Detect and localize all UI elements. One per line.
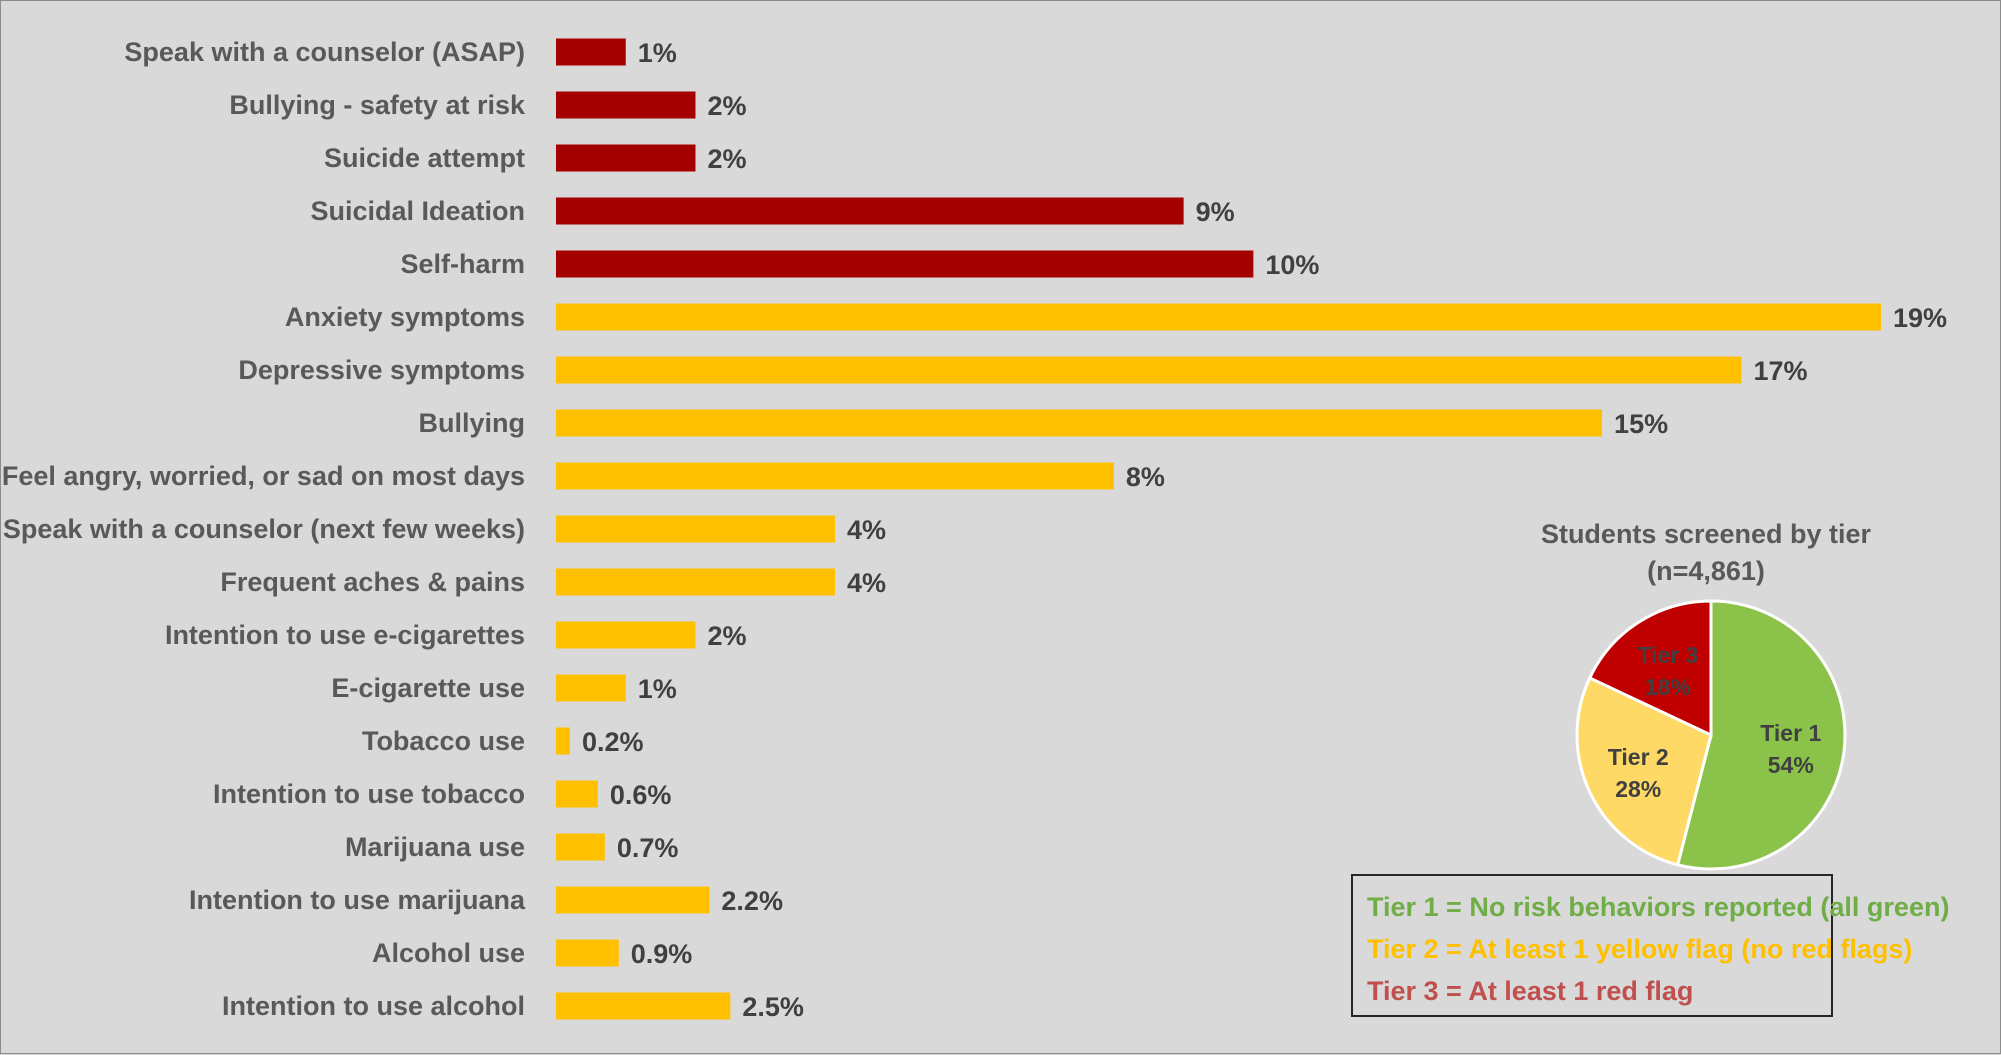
pie-slice-name: Tier 2: [1608, 744, 1669, 770]
pie-slice-name: Tier 1: [1760, 720, 1821, 746]
bar: [556, 727, 570, 755]
bar: [556, 144, 696, 172]
bar: [556, 356, 1742, 384]
bar-value-label: 2.5%: [742, 992, 804, 1022]
pie-slice-value: 54%: [1768, 752, 1814, 778]
bar-value-label: 19%: [1893, 303, 1947, 333]
category-label: Tobacco use: [362, 726, 525, 756]
pie-slice-name: Tier 3: [1637, 642, 1698, 668]
bar: [556, 939, 619, 967]
category-label: Self-harm: [400, 249, 525, 279]
legend-tier-1: Tier 1 = No risk behaviors reported (all…: [1367, 892, 1950, 922]
category-label: Speak with a counselor (next few weeks): [3, 514, 525, 544]
bar-value-label: 1%: [638, 674, 677, 704]
bar-value-label: 2%: [707, 91, 746, 121]
bar-value-label: 0.7%: [617, 833, 679, 863]
bar: [556, 38, 626, 66]
legend-tier-3: Tier 3 = At least 1 red flag: [1367, 976, 1694, 1006]
category-label: Feel angry, worried, or sad on most days: [2, 461, 525, 491]
bar-value-label: 10%: [1265, 250, 1319, 280]
pie-title-block: Students screened by tier (n=4,861): [1506, 516, 1906, 590]
pie-slice-value: 28%: [1615, 776, 1661, 802]
category-label: Intention to use marijuana: [189, 885, 526, 915]
bar: [556, 409, 1603, 437]
category-label: Intention to use alcohol: [222, 991, 525, 1021]
bar: [556, 197, 1184, 225]
category-label: Marijuana use: [345, 832, 525, 862]
bar-value-label: 2.2%: [721, 886, 783, 916]
bar: [556, 674, 626, 702]
bar-value-label: 9%: [1196, 197, 1235, 227]
bar: [556, 303, 1881, 331]
category-label: Intention to use e-cigarettes: [165, 620, 525, 650]
bar-value-label: 4%: [847, 515, 886, 545]
category-label: Suicide attempt: [324, 143, 525, 173]
pie-title: Students screened by tier: [1540, 519, 1872, 549]
pie-subtitle: (n=4,861): [1647, 556, 1765, 586]
category-label: Speak with a counselor (ASAP): [124, 37, 525, 67]
bar: [556, 780, 598, 808]
bar: [556, 568, 835, 596]
legend-tier-2: Tier 2 = At least 1 yellow flag (no red …: [1367, 934, 1913, 964]
bar: [556, 462, 1114, 490]
category-label: Alcohol use: [372, 938, 525, 968]
pie-slice: [1587, 599, 1713, 738]
bar-value-label: 4%: [847, 568, 886, 598]
pie-slice-value: 18%: [1645, 674, 1691, 700]
category-label: E-cigarette use: [331, 673, 525, 703]
bar: [556, 250, 1254, 278]
bar: [556, 515, 835, 543]
bar-value-label: 0.2%: [582, 727, 644, 757]
bar: [556, 992, 731, 1020]
category-label: Bullying - safety at risk: [229, 90, 526, 120]
bar: [556, 621, 696, 649]
category-label: Depressive symptoms: [238, 355, 525, 385]
category-label: Suicidal Ideation: [310, 196, 525, 226]
bar-value-label: 0.9%: [631, 939, 693, 969]
bar-value-label: 2%: [707, 144, 746, 174]
bar-value-label: 0.6%: [610, 780, 672, 810]
bar-value-label: 15%: [1614, 409, 1668, 439]
category-label: Anxiety symptoms: [285, 302, 525, 332]
category-label: Intention to use tobacco: [213, 779, 525, 809]
bar-value-label: 8%: [1126, 462, 1165, 492]
pie-slice: [1675, 599, 1847, 871]
bar-value-label: 1%: [638, 38, 677, 68]
bar: [556, 886, 710, 914]
pie-chart: Tier 1 54% Tier 2 28% Tier 3 18%: [1575, 599, 1847, 871]
bar-value-label: 2%: [707, 621, 746, 651]
bar: [556, 91, 696, 119]
category-label: Bullying: [419, 408, 526, 438]
tier-legend: Tier 1 = No risk behaviors reported (all…: [1351, 874, 1950, 1017]
pie-slice: [1575, 675, 1713, 867]
bar-value-label: 17%: [1754, 356, 1808, 386]
category-label: Frequent aches & pains: [220, 567, 525, 597]
bar: [556, 833, 605, 861]
